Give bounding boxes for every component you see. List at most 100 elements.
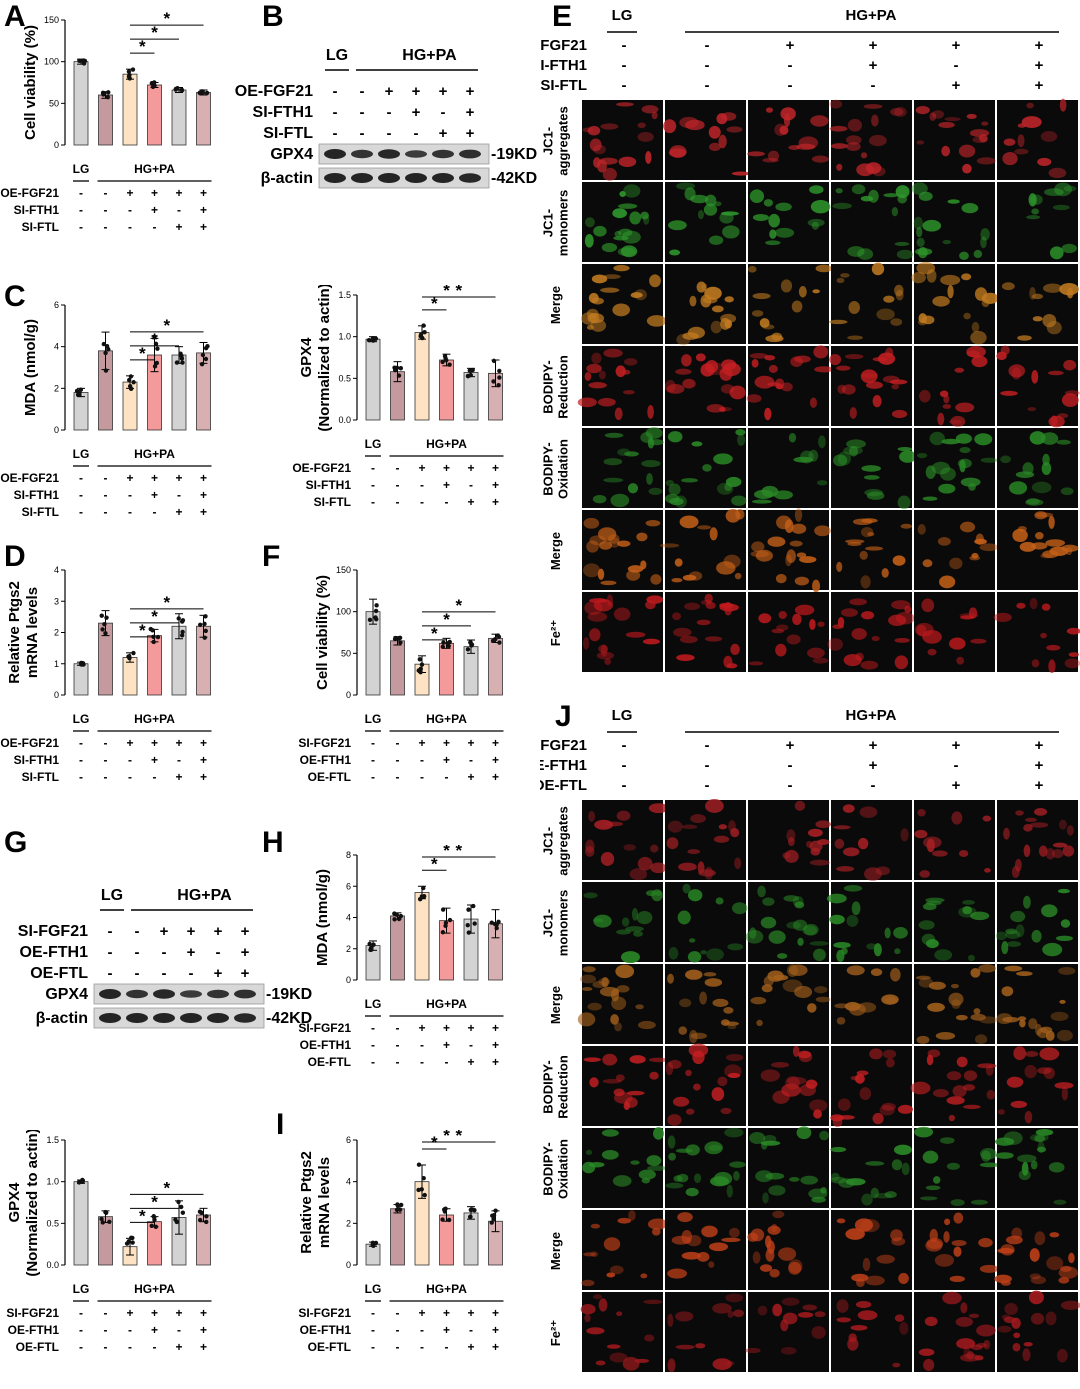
- significance-star: *: [455, 285, 462, 300]
- cell-signal: [996, 1013, 1013, 1025]
- cell-signal: [1042, 453, 1050, 466]
- cell-signal: [640, 1273, 648, 1279]
- cell-signal: [726, 126, 743, 133]
- cell-signal: [864, 867, 882, 881]
- treatment-sign: -: [104, 770, 108, 784]
- cell-signal: [616, 1311, 623, 1317]
- cell-signal: [690, 194, 709, 204]
- cell-signal: [868, 134, 887, 147]
- micrograph-tile: [997, 346, 1078, 426]
- cell-signal: [637, 132, 654, 142]
- treatment-sign: -: [705, 37, 710, 54]
- treatment-sign: +: [187, 923, 196, 940]
- treatment-sign: -: [360, 83, 365, 100]
- treatment-sign: +: [443, 1323, 450, 1337]
- cell-signal: [713, 1171, 733, 1186]
- cell-signal: [1042, 942, 1063, 957]
- cell-signal: [1055, 935, 1073, 942]
- cell-signal: [630, 292, 643, 299]
- cell-signal: [736, 433, 746, 446]
- cell-signal: [727, 1310, 734, 1318]
- cell-signal: [772, 1210, 785, 1219]
- cell-signal: [986, 1089, 996, 1100]
- cell-signal: [939, 575, 956, 589]
- cell-signal: [927, 1002, 945, 1012]
- treatment-label: OE-FGF21: [0, 186, 59, 200]
- cell-signal: [767, 150, 780, 162]
- cell-signal: [837, 384, 846, 394]
- cell-signal: [851, 901, 861, 916]
- treatment-sign: -: [104, 220, 108, 234]
- treatment-sign: +: [175, 220, 182, 234]
- cell-signal: [775, 202, 792, 212]
- cell-signal: [646, 473, 653, 485]
- data-point: [199, 1210, 204, 1215]
- cell-signal: [726, 663, 738, 669]
- blot-band: [126, 989, 148, 999]
- treatment-label: OE-FGF21: [0, 471, 59, 485]
- cell-signal: [827, 638, 843, 651]
- cell-signal: [1041, 603, 1051, 611]
- treatment-sign: -: [104, 1306, 108, 1320]
- cell-signal: [1064, 390, 1080, 396]
- group-label-hgpa: HG+PA: [426, 712, 467, 726]
- significance-star: *: [139, 37, 146, 56]
- data-point: [471, 903, 476, 909]
- cell-signal: [695, 353, 706, 362]
- cell-signal: [627, 565, 644, 573]
- cell-signal: [833, 825, 851, 830]
- cell-signal: [591, 352, 602, 364]
- cell-signal: [797, 1050, 812, 1059]
- cell-signal: [620, 245, 638, 258]
- cell-signal: [769, 229, 777, 239]
- cell-signal: [593, 914, 612, 928]
- cell-signal: [890, 107, 904, 116]
- cell-signal: [675, 1311, 694, 1322]
- blot-kd-label: -42KD: [266, 1010, 312, 1027]
- cell-signal: [926, 1054, 934, 1066]
- cell-signal: [723, 1007, 734, 1014]
- cell-signal: [836, 163, 843, 171]
- data-point: [468, 372, 473, 378]
- cell-signal: [848, 446, 859, 457]
- treatment-sign: +: [200, 770, 207, 784]
- data-point: [493, 636, 498, 642]
- cell-signal: [807, 1003, 817, 1013]
- cell-signal: [1057, 888, 1070, 894]
- treatment-sign: +: [200, 753, 207, 767]
- cell-signal: [895, 611, 915, 625]
- data-point: [152, 334, 157, 340]
- cell-signal: [1001, 282, 1015, 291]
- cell-signal: [671, 1235, 691, 1245]
- row-label: BODIPY-: [541, 442, 556, 495]
- cell-signal: [870, 968, 883, 976]
- cell-signal: [802, 1304, 818, 1311]
- treatment-sign: -: [396, 1323, 400, 1337]
- treatment-sign: -: [445, 495, 449, 509]
- cell-signal: [774, 227, 795, 238]
- cell-signal: [617, 540, 631, 547]
- treatment-sign: -: [705, 757, 710, 774]
- treatment-sign: +: [126, 186, 133, 200]
- cell-signal: [856, 1070, 869, 1076]
- cell-signal: [757, 885, 766, 898]
- cell-signal: [703, 203, 718, 216]
- treatment-sign: -: [622, 757, 627, 774]
- data-point: [467, 368, 473, 373]
- treatment-sign: +: [418, 736, 425, 750]
- cell-signal: [1046, 644, 1061, 651]
- blot-band: [405, 150, 427, 158]
- cell-signal: [589, 628, 601, 642]
- data-point: [367, 617, 373, 623]
- cell-signal: [731, 495, 747, 506]
- cell-signal: [783, 113, 791, 127]
- cell-signal: [1054, 182, 1072, 197]
- micrograph-tile: [665, 964, 746, 1044]
- treatment-sign: +: [214, 923, 223, 940]
- cell-signal: [772, 1303, 783, 1317]
- treatment-sign: -: [414, 125, 419, 142]
- cell-signal: [960, 477, 981, 487]
- cell-signal: [585, 217, 595, 228]
- micrograph-tile: [665, 100, 746, 180]
- blot-band: [432, 149, 454, 159]
